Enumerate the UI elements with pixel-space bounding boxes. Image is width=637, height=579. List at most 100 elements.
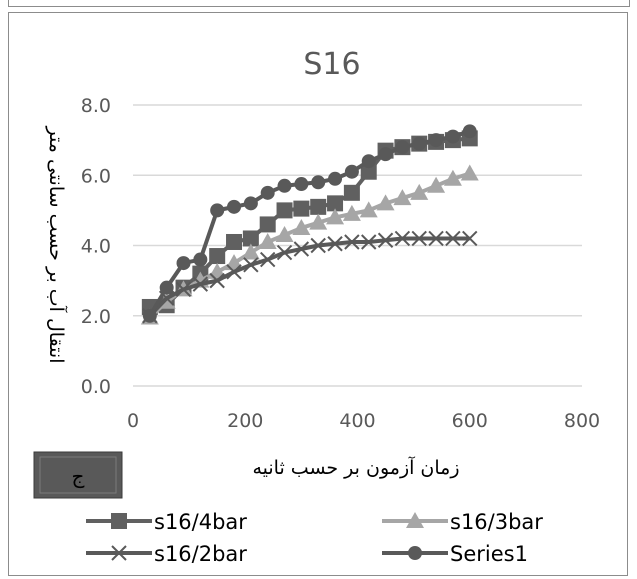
data-point: [243, 196, 258, 211]
legend-label: s16/2bar: [154, 542, 247, 566]
data-point: [310, 237, 326, 254]
data-point: [310, 198, 327, 215]
data-point: [376, 194, 395, 211]
gridlines: [133, 104, 582, 387]
data-point: [227, 199, 242, 214]
data-point: [462, 124, 477, 139]
data-point: [462, 230, 478, 247]
legend-marker: [406, 512, 424, 528]
data-point: [294, 177, 309, 192]
data-point: [209, 272, 225, 289]
data-point: [293, 200, 310, 217]
data-point: [343, 184, 360, 201]
data-point: [411, 230, 427, 247]
data-point: [259, 251, 276, 268]
data-point: [142, 308, 157, 323]
data-point: [344, 234, 360, 250]
x-tick-labels: 0 200 400 600 800: [127, 410, 600, 432]
y-tick-label: 0.0: [81, 376, 111, 398]
series-layer: [140, 124, 479, 325]
data-point: [209, 248, 226, 265]
data-point: [327, 236, 343, 252]
upper-panel-edge: [8, 0, 630, 7]
legend-marker: [111, 513, 127, 529]
series-2: [142, 230, 478, 324]
data-point: [342, 204, 361, 221]
data-point: [159, 280, 174, 295]
data-point: [292, 218, 311, 235]
legend-item-2: s16/2bar: [86, 542, 247, 566]
legend-item-3: Series1: [382, 542, 528, 566]
data-point: [361, 154, 376, 169]
data-point: [326, 208, 345, 225]
data-point: [193, 252, 208, 267]
data-point: [412, 136, 427, 151]
series-1: [140, 164, 479, 325]
x-tick-label: 200: [227, 410, 263, 432]
x-tick-label: 600: [452, 410, 488, 432]
data-point: [260, 185, 275, 200]
data-point: [327, 195, 344, 212]
data-point: [176, 256, 191, 271]
data-point: [378, 147, 393, 162]
legend-marker: [408, 546, 422, 560]
data-point: [276, 244, 293, 261]
data-point: [328, 171, 343, 186]
data-point: [243, 257, 259, 273]
data-point: [226, 233, 243, 250]
data-point: [344, 164, 359, 179]
data-point: [429, 133, 444, 148]
data-point: [395, 140, 410, 155]
y-tick-label: 8.0: [81, 95, 111, 117]
x-axis-label: زمان آزمون بر حسب ثانیه: [252, 455, 459, 479]
legend-label: s16/4bar: [154, 510, 247, 534]
data-point: [276, 202, 293, 219]
legend: s16/4bar s16/3bar s16/2bar Series1: [86, 510, 543, 566]
data-point: [241, 243, 260, 260]
data-point: [428, 230, 444, 247]
y-tick-label: 2.0: [81, 306, 111, 328]
data-point: [309, 213, 328, 230]
data-point: [393, 189, 412, 206]
data-point: [259, 216, 276, 233]
data-point: [445, 230, 461, 247]
legend-marker: [111, 545, 127, 561]
data-point: [293, 241, 310, 257]
data-point: [275, 225, 294, 242]
y-tick-label: 6.0: [81, 165, 111, 187]
data-point: [410, 183, 429, 200]
panel-tag-label: ج: [72, 464, 85, 488]
data-point: [192, 276, 209, 292]
panel-tag-inner: [39, 456, 117, 494]
y-axis-label: انتقال آب بر حسب سانتی متر: [45, 126, 69, 364]
x-tick-label: 800: [564, 410, 600, 432]
x-tick-label: 400: [339, 410, 375, 432]
series-3: [142, 124, 477, 323]
data-point: [226, 264, 242, 280]
y-tick-labels: 0.0 2.0 4.0 6.0 8.0: [81, 95, 111, 398]
data-point: [377, 232, 394, 248]
series-line-2: [148, 236, 470, 318]
data-point: [210, 203, 225, 218]
panel-tag-box: [33, 451, 123, 499]
data-point: [242, 230, 259, 247]
data-point: [443, 169, 462, 186]
panel-tag: ج: [33, 451, 123, 499]
x-tick-label: 0: [127, 410, 139, 432]
data-point: [361, 234, 377, 250]
data-point: [445, 129, 460, 144]
chart-title: S16: [303, 47, 360, 82]
data-point: [311, 175, 326, 190]
data-point: [360, 163, 377, 180]
data-point: [175, 281, 192, 298]
legend-item-0: s16/4bar: [86, 510, 247, 534]
y-tick-label: 4.0: [81, 236, 111, 258]
data-point: [460, 164, 479, 181]
legend-label: Series1: [450, 542, 528, 566]
data-point: [394, 230, 411, 247]
data-point: [359, 201, 378, 218]
data-point: [277, 178, 292, 193]
legend-item-1: s16/3bar: [382, 510, 543, 534]
data-point: [258, 232, 277, 249]
